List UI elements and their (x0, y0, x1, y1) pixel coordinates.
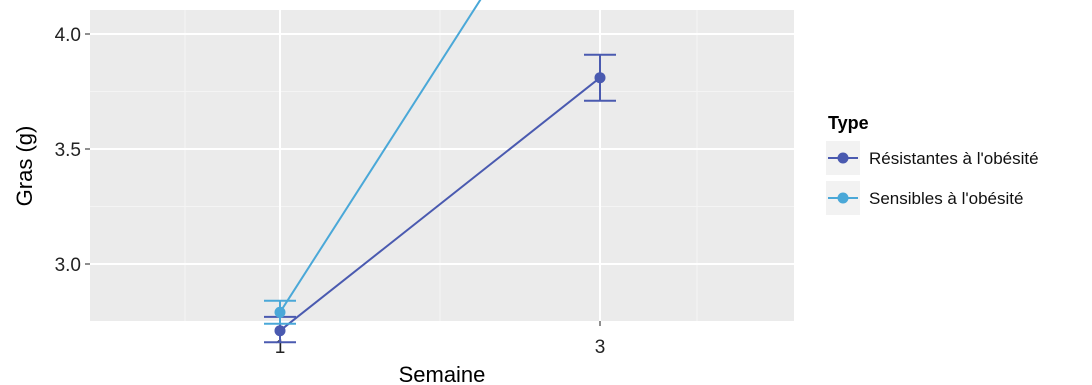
series-line (279, 76, 601, 332)
series-2 (264, 0, 482, 325)
x-tick-label: 1 (275, 337, 286, 358)
legend-key-point (837, 192, 849, 204)
x-tick-label: 3 (595, 337, 606, 358)
series-line (279, 0, 482, 313)
y-tick-label: 3.5 (55, 140, 81, 161)
legend-label: Résistantes à l'obésité (869, 149, 1039, 168)
legend-item: Résistantes à l'obésité (826, 141, 1039, 175)
y-tick-label: 4.0 (55, 25, 81, 46)
legend: Type Résistantes à l'obésité Sensibles à … (826, 113, 1039, 215)
data-point (274, 306, 286, 318)
series-layer (264, 0, 616, 344)
legend-label: Sensibles à l'obésité (869, 189, 1023, 208)
series-1 (264, 53, 616, 344)
y-axis: 3.03.54.04.55.0 (55, 25, 90, 276)
x-axis-title: Semaine (399, 362, 486, 385)
legend-key-point (837, 152, 849, 164)
legend-item: Sensibles à l'obésité (826, 181, 1023, 215)
plot-panel (90, 10, 794, 321)
y-axis-title: Gras (g) (12, 126, 37, 207)
data-point (274, 325, 286, 337)
y-tick-label: 3.0 (55, 255, 81, 276)
legend-title: Type (828, 113, 869, 133)
major-grid (90, 10, 794, 321)
data-point (594, 72, 606, 84)
